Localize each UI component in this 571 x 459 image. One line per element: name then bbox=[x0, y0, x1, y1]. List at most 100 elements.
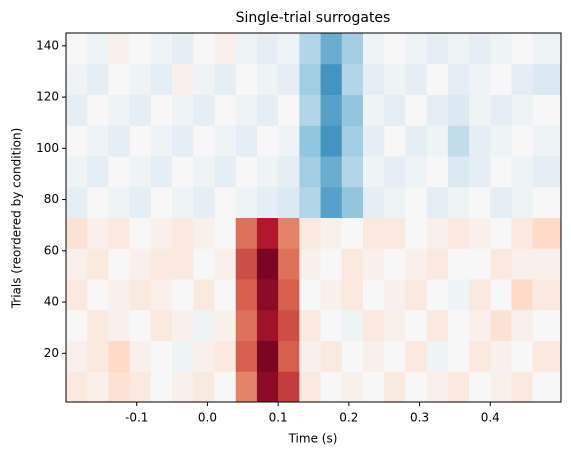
heatmap-cell bbox=[363, 33, 385, 65]
heatmap-cell bbox=[511, 156, 534, 188]
heatmap-cell bbox=[172, 125, 194, 157]
heatmap-cell bbox=[405, 309, 428, 341]
heatmap-cell bbox=[363, 186, 385, 218]
heatmap-cell bbox=[150, 94, 173, 126]
heatmap-cell bbox=[384, 340, 406, 372]
heatmap-cell bbox=[235, 371, 258, 403]
heatmap-cell bbox=[469, 125, 491, 157]
heatmap-cell bbox=[426, 125, 449, 157]
heatmap-cell bbox=[384, 94, 406, 126]
heatmap-cell bbox=[129, 33, 152, 65]
heatmap-cell bbox=[129, 248, 152, 280]
heatmap-cell bbox=[320, 248, 343, 280]
heatmap-cell bbox=[172, 186, 194, 218]
heatmap-cell bbox=[193, 340, 215, 372]
heatmap-cell bbox=[384, 248, 406, 280]
heatmap-cell bbox=[341, 156, 364, 188]
heatmap-cell bbox=[426, 217, 449, 249]
heatmap-cell bbox=[384, 125, 406, 157]
heatmap-cell bbox=[341, 248, 364, 280]
heatmap-cell bbox=[256, 217, 279, 249]
heatmap-cell bbox=[363, 248, 385, 280]
heatmap-cell bbox=[150, 125, 173, 157]
heatmap-cell bbox=[172, 279, 194, 311]
heatmap-cell bbox=[341, 309, 364, 341]
heatmap-cell bbox=[150, 309, 173, 341]
heatmap-cell bbox=[299, 309, 322, 341]
heatmap-cell bbox=[172, 156, 194, 188]
heatmap-cell bbox=[214, 279, 237, 311]
y-axis-label: Trials (reordered by condition) bbox=[10, 128, 24, 310]
heatmap-cell bbox=[278, 186, 300, 218]
heatmap-cell bbox=[384, 186, 406, 218]
heatmap-cell bbox=[447, 33, 470, 65]
heatmap-cell bbox=[320, 279, 343, 311]
heatmap-cell bbox=[532, 125, 562, 157]
x-tick-label: 0.3 bbox=[410, 411, 429, 425]
plot-frame bbox=[65, 32, 562, 403]
heatmap-cell bbox=[299, 217, 322, 249]
heatmap-cell bbox=[108, 217, 131, 249]
heatmap-cell bbox=[87, 309, 109, 341]
heatmap-cell bbox=[193, 309, 215, 341]
heatmap-cell bbox=[447, 279, 470, 311]
heatmap-cell bbox=[87, 63, 109, 95]
heatmap-cell bbox=[299, 340, 322, 372]
heatmap-cell bbox=[172, 94, 194, 126]
heatmap-cell bbox=[299, 248, 322, 280]
y-tick-label: 120 bbox=[36, 90, 59, 104]
heatmap-cell bbox=[511, 371, 534, 403]
heatmap-cell bbox=[214, 94, 237, 126]
y-tick-label: 100 bbox=[36, 141, 59, 155]
heatmap-cell bbox=[256, 63, 279, 95]
heatmap-cell bbox=[235, 309, 258, 341]
heatmap-cell bbox=[299, 186, 322, 218]
heatmap-cell bbox=[447, 156, 470, 188]
heatmap-cell bbox=[193, 279, 215, 311]
heatmap-cell bbox=[66, 279, 88, 311]
heatmap-cell bbox=[278, 371, 300, 403]
heatmap-cell bbox=[66, 217, 88, 249]
heatmap-cell bbox=[299, 94, 322, 126]
heatmap-cell bbox=[341, 371, 364, 403]
heatmap-cell bbox=[341, 186, 364, 218]
heatmap-cell bbox=[426, 156, 449, 188]
heatmap-cell bbox=[172, 248, 194, 280]
heatmap-cell bbox=[490, 63, 512, 95]
heatmap-cell bbox=[320, 125, 343, 157]
heatmap-cell bbox=[405, 371, 428, 403]
heatmap-cell bbox=[490, 371, 512, 403]
heatmap-cell bbox=[278, 279, 300, 311]
heatmap-cell bbox=[66, 94, 88, 126]
heatmap-cell bbox=[532, 94, 562, 126]
heatmap-cell bbox=[108, 156, 131, 188]
heatmap-cell bbox=[87, 125, 109, 157]
heatmap-cell bbox=[235, 217, 258, 249]
heatmap-cell bbox=[235, 33, 258, 65]
heatmap-cell bbox=[469, 248, 491, 280]
heatmap-cell bbox=[447, 94, 470, 126]
heatmap-cell bbox=[214, 63, 237, 95]
heatmap-cell bbox=[108, 33, 131, 65]
heatmap-cell bbox=[532, 371, 562, 403]
heatmap-cell bbox=[150, 33, 173, 65]
heatmap-cell bbox=[320, 309, 343, 341]
heatmap-cell bbox=[426, 309, 449, 341]
heatmap-cell bbox=[214, 340, 237, 372]
heatmap-cell bbox=[278, 248, 300, 280]
heatmap-cell bbox=[235, 186, 258, 218]
heatmap-cell bbox=[150, 63, 173, 95]
heatmap-cell bbox=[278, 217, 300, 249]
heatmap-cell bbox=[150, 279, 173, 311]
heatmap-cell bbox=[511, 279, 534, 311]
heatmap-cell bbox=[469, 94, 491, 126]
heatmap-cell bbox=[320, 33, 343, 65]
heatmap-cell bbox=[108, 248, 131, 280]
heatmap-cell bbox=[87, 186, 109, 218]
heatmap-cell bbox=[363, 63, 385, 95]
heatmap-cell bbox=[511, 125, 534, 157]
heatmap-cell bbox=[256, 94, 279, 126]
heatmap-cell bbox=[363, 309, 385, 341]
heatmap-cell bbox=[490, 94, 512, 126]
heatmap-cell bbox=[532, 279, 562, 311]
